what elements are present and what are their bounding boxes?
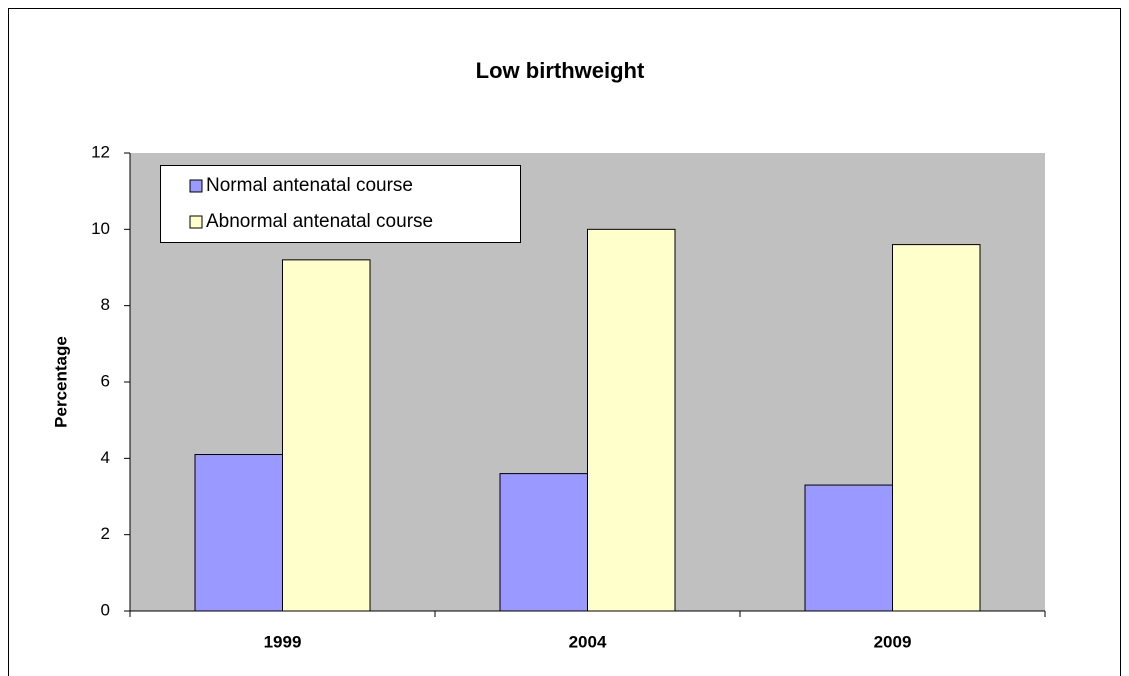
chart-title: Low birthweight <box>476 58 645 83</box>
legend-label: Normal antenatal course <box>206 175 413 196</box>
legend-label: Abnormal antenatal course <box>206 211 433 232</box>
bar <box>499 473 588 612</box>
bar <box>194 454 283 612</box>
y-tick-label: 4 <box>101 448 110 467</box>
x-tick-label: 1999 <box>264 632 302 651</box>
y-tick-label: 12 <box>91 142 110 161</box>
bar <box>892 244 981 612</box>
legend-swatch <box>189 215 203 229</box>
bar <box>282 259 371 612</box>
y-tick-label: 0 <box>101 600 110 619</box>
bar <box>587 228 676 612</box>
bar <box>804 484 893 612</box>
y-tick-label: 10 <box>91 219 110 238</box>
y-tick-label: 2 <box>101 524 110 543</box>
y-tick-label: 6 <box>101 371 110 390</box>
y-tick-label: 8 <box>101 295 110 314</box>
y-axis-label: Percentage <box>51 336 70 428</box>
legend-swatch <box>189 179 203 193</box>
legend-box <box>160 165 521 243</box>
x-tick-label: 2004 <box>569 632 607 651</box>
x-tick-label: 2009 <box>874 632 912 651</box>
